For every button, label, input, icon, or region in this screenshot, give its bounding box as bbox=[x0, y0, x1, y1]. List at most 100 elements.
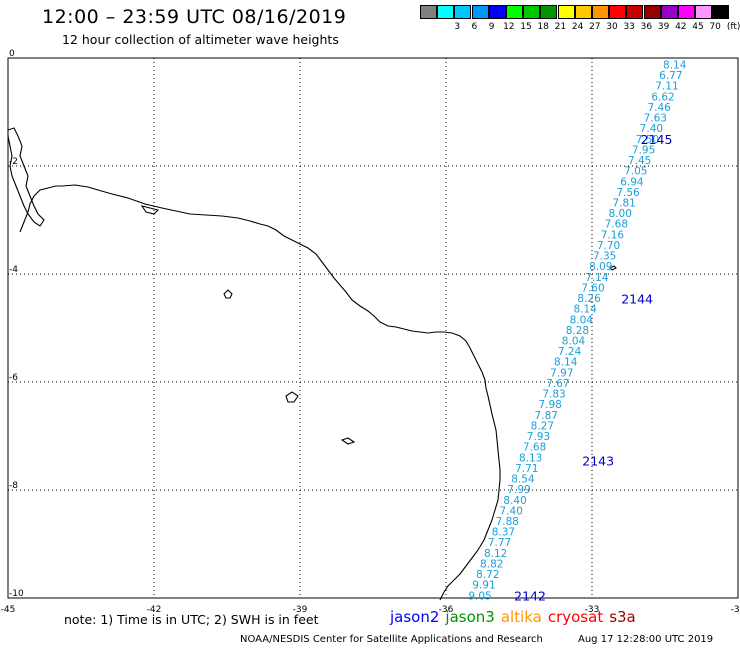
map-grid bbox=[7, 57, 739, 599]
legend-swatch bbox=[523, 5, 541, 19]
wave-height-value: 7.71 bbox=[515, 463, 538, 475]
wave-height-value: 7.35 bbox=[593, 251, 616, 263]
wave-height-value: 8.82 bbox=[480, 558, 503, 570]
lon-tick-label: -33 bbox=[585, 605, 600, 615]
legend-label: 6 bbox=[471, 22, 478, 32]
wave-height-value: 6.94 bbox=[620, 176, 644, 188]
wave-height-value: 7.14 bbox=[585, 272, 609, 284]
wave-height-value: 7.40 bbox=[500, 505, 523, 517]
wave-height-value: 7.77 bbox=[488, 537, 511, 549]
island-small-4 bbox=[340, 437, 356, 445]
legend-swatch bbox=[592, 5, 609, 19]
footer-note: note: 1) Time is in UTC; 2) SWH is in fe… bbox=[64, 612, 319, 627]
mission-name: cryosat bbox=[547, 608, 604, 626]
lon-tick-label: -36 bbox=[439, 605, 454, 615]
lat-tick-label: -10 bbox=[9, 589, 24, 599]
legend-swatch bbox=[454, 5, 472, 19]
wave-height-value: 8.13 bbox=[519, 452, 542, 464]
wave-height-value: 7.24 bbox=[558, 346, 582, 358]
wave-height-value: 8.54 bbox=[511, 474, 535, 486]
legend-swatch bbox=[609, 5, 627, 19]
wave-height-value: 8.04 bbox=[570, 314, 594, 326]
wave-height-value: 8.14 bbox=[573, 304, 597, 316]
legend-unit: (ft) bbox=[726, 22, 740, 32]
legend-label: 36 bbox=[640, 22, 653, 32]
wave-height-value: 6.77 bbox=[659, 70, 682, 82]
mission-name: s3a bbox=[609, 608, 636, 626]
lat-tick-label: 0 bbox=[9, 49, 15, 59]
mission-legend: jason2 jason3 altika cryosat s3a bbox=[390, 608, 642, 626]
wave-height-value: 7.93 bbox=[527, 431, 550, 443]
legend-label: 33 bbox=[623, 22, 635, 32]
wave-height-value: 7.16 bbox=[601, 229, 625, 241]
legend-label: 30 bbox=[606, 22, 618, 32]
legend-label: 21 bbox=[554, 22, 567, 32]
wave-height-value: 8.26 bbox=[577, 293, 601, 305]
mission-name: jason3 bbox=[445, 608, 495, 626]
legend-label: 42 bbox=[675, 22, 687, 32]
wave-height-value: 7.97 bbox=[550, 367, 573, 379]
credit-text: NOAA/NESDIS Center for Satellite Applica… bbox=[240, 634, 543, 645]
mission-name: jason2 bbox=[390, 608, 440, 626]
lon-tick-label: -42 bbox=[147, 605, 162, 615]
axis-tick-labels: -45 -42 -39 -36 -33 -30 0 -2 -4 -6 -8 -10 bbox=[1, 49, 740, 615]
map-title: 12:00 – 23:59 UTC 08/16/2019 bbox=[42, 6, 347, 28]
wave-height-value: 7.87 bbox=[535, 410, 558, 422]
island-small-2 bbox=[223, 289, 233, 299]
wave-height-value: 8.04 bbox=[562, 336, 586, 348]
legend-swatch bbox=[660, 5, 678, 19]
island-small-1 bbox=[140, 205, 160, 215]
legend-swatch bbox=[488, 5, 506, 19]
wave-height-value: 7.83 bbox=[542, 389, 565, 401]
wave-height-value: 7.56 bbox=[616, 187, 640, 199]
wave-height-value: 8.14 bbox=[663, 59, 687, 71]
wave-height-value: 8.37 bbox=[492, 527, 515, 539]
legend-swatch bbox=[695, 5, 713, 19]
legend-label: 27 bbox=[589, 22, 601, 32]
wave-height-value: 8.40 bbox=[503, 495, 526, 507]
pass-labels: 2145 2144 2143 2142 bbox=[514, 132, 672, 603]
legend-label: 3 bbox=[454, 22, 461, 32]
wave-height-value: 8.09 bbox=[589, 261, 612, 273]
legend-swatch bbox=[506, 5, 523, 19]
legend-label: 45 bbox=[692, 22, 704, 32]
legend-label: 39 bbox=[657, 22, 670, 32]
wave-height-value: 7.11 bbox=[655, 81, 678, 93]
lon-tick-label: -39 bbox=[293, 605, 308, 615]
island-small-5 bbox=[609, 265, 617, 271]
lon-tick-label: -45 bbox=[1, 605, 16, 615]
wave-height-value: 8.27 bbox=[531, 420, 554, 432]
coastline-mainland bbox=[61, 184, 501, 601]
wave-height-value: 7.99 bbox=[507, 484, 530, 496]
wave-height-value: 7.05 bbox=[624, 166, 647, 178]
mission-name: altika bbox=[500, 608, 542, 626]
wave-height-value: 8.14 bbox=[554, 357, 578, 369]
coastline-island-marajo bbox=[7, 127, 45, 227]
coastline bbox=[7, 127, 617, 601]
pass-label: 2142 bbox=[514, 588, 546, 603]
pass-label: 2145 bbox=[641, 132, 673, 147]
legend-label: 18 bbox=[537, 22, 549, 32]
wave-height-value: 8.72 bbox=[476, 569, 499, 581]
wave-height-value: 7.81 bbox=[612, 197, 635, 209]
map-frame bbox=[7, 57, 739, 599]
lat-tick-label: -4 bbox=[9, 265, 18, 275]
legend-swatch bbox=[420, 5, 437, 19]
wave-height-value: 8.00 bbox=[609, 208, 632, 220]
legend-swatch bbox=[471, 5, 489, 19]
wave-height-value: 9.91 bbox=[472, 580, 495, 592]
legend-swatch bbox=[557, 5, 575, 19]
legend-swatch bbox=[712, 5, 730, 19]
legend-swatch bbox=[540, 5, 558, 19]
pass-label: 2143 bbox=[582, 453, 614, 468]
wave-height-value: 7.50 bbox=[636, 134, 659, 146]
legend-label: 70 bbox=[709, 22, 721, 32]
pass-label: 2144 bbox=[621, 291, 653, 306]
legend-swatch bbox=[437, 5, 455, 19]
wave-height-value: 7.95 bbox=[632, 144, 655, 156]
legend-label: 9 bbox=[488, 22, 495, 32]
legend-label: 15 bbox=[520, 22, 532, 32]
wave-height-value: 7.46 bbox=[647, 102, 671, 114]
wave-height-value: 6.62 bbox=[651, 91, 674, 103]
